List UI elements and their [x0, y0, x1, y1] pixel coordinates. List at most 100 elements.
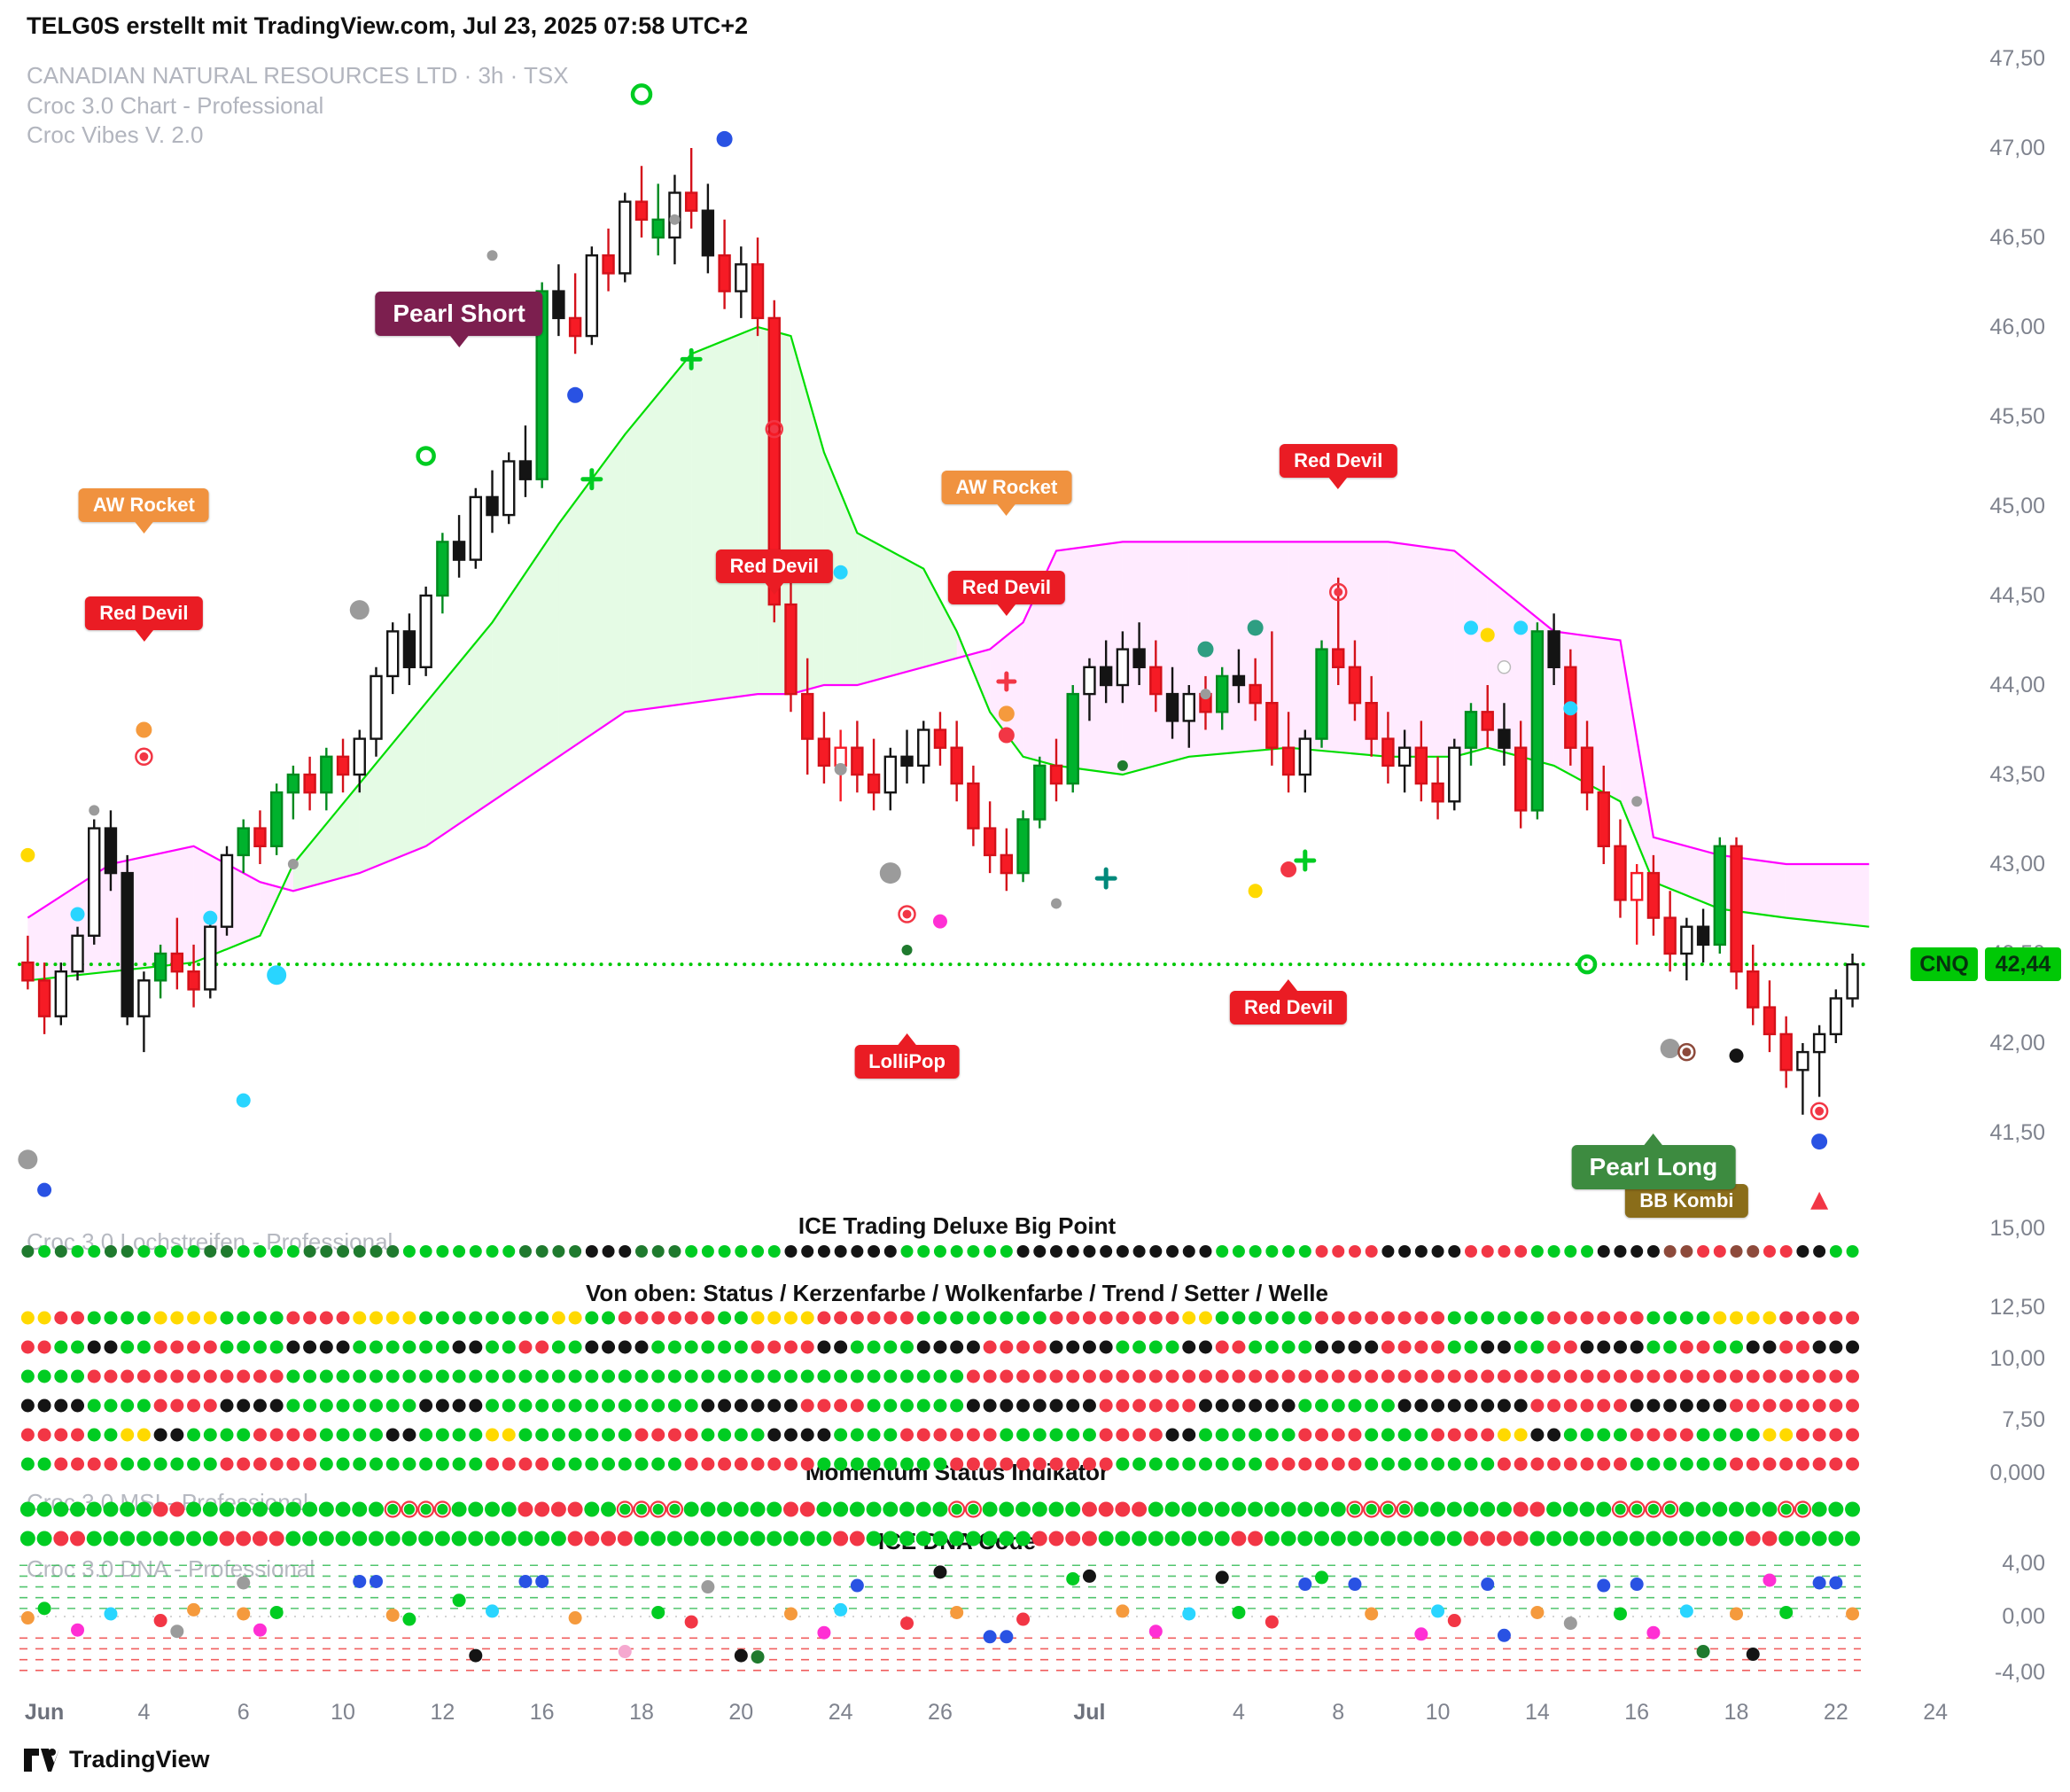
candle[interactable] [1779, 1016, 1793, 1088]
candle[interactable] [1414, 721, 1428, 802]
candle[interactable] [1033, 756, 1047, 829]
candle[interactable] [153, 944, 167, 999]
candle[interactable] [1215, 666, 1229, 730]
candle[interactable] [286, 765, 300, 820]
candle[interactable] [851, 721, 864, 793]
candle[interactable] [900, 729, 914, 784]
candle[interactable] [237, 819, 250, 874]
candle[interactable] [1281, 712, 1296, 793]
candle[interactable] [220, 845, 234, 936]
candle[interactable] [37, 962, 51, 1034]
candle[interactable] [1000, 828, 1014, 892]
candle[interactable] [883, 747, 897, 811]
candle[interactable] [1381, 712, 1395, 784]
candle[interactable] [701, 183, 715, 274]
candle[interactable] [21, 935, 35, 990]
candle[interactable] [1132, 622, 1146, 685]
candle[interactable] [1829, 989, 1843, 1043]
candle[interactable] [1547, 613, 1560, 685]
candle[interactable] [88, 819, 101, 945]
candle[interactable] [1116, 631, 1130, 704]
candle[interactable] [370, 666, 383, 757]
candle[interactable] [1315, 640, 1328, 748]
candle[interactable] [867, 738, 881, 811]
candle[interactable] [817, 712, 831, 784]
candle[interactable] [1846, 954, 1859, 1008]
candle[interactable] [1464, 703, 1478, 766]
candle[interactable] [983, 801, 997, 874]
candle[interactable] [54, 962, 67, 1025]
candle[interactable] [419, 586, 432, 676]
candle[interactable] [1713, 837, 1727, 954]
candle[interactable] [1530, 622, 1545, 820]
candle[interactable] [1066, 685, 1079, 793]
candle[interactable] [1083, 658, 1096, 721]
candle[interactable] [518, 425, 533, 497]
candle[interactable] [619, 192, 632, 283]
candle[interactable] [1630, 864, 1644, 945]
candle[interactable] [353, 729, 366, 793]
candle[interactable] [71, 926, 84, 981]
candle[interactable] [253, 810, 267, 864]
candle[interactable] [502, 452, 516, 525]
candle[interactable] [1730, 837, 1743, 990]
candle[interactable] [104, 810, 118, 892]
candle[interactable] [303, 756, 316, 811]
candle[interactable] [1763, 980, 1777, 1053]
candle[interactable] [436, 533, 449, 614]
candle[interactable] [1812, 1025, 1826, 1097]
candle[interactable] [1747, 944, 1760, 1025]
candle[interactable] [1099, 640, 1113, 704]
candle[interactable] [634, 166, 649, 238]
candle[interactable] [1614, 819, 1627, 918]
candle[interactable] [170, 917, 184, 990]
candle[interactable] [1298, 729, 1312, 793]
candle[interactable] [452, 515, 466, 578]
candle[interactable] [933, 712, 947, 766]
candle[interactable] [1431, 756, 1444, 820]
candle[interactable] [801, 658, 814, 775]
candle[interactable] [552, 264, 565, 337]
candle[interactable] [187, 944, 200, 1008]
candle[interactable] [1182, 685, 1195, 748]
candle[interactable] [386, 622, 400, 695]
candle[interactable] [320, 747, 333, 811]
candle[interactable] [1232, 649, 1246, 704]
candle[interactable] [121, 854, 134, 1025]
candle[interactable] [1680, 917, 1693, 981]
candle[interactable] [684, 148, 698, 229]
candle[interactable] [1016, 810, 1030, 883]
candle[interactable] [486, 470, 499, 534]
candle[interactable] [585, 246, 599, 346]
candle[interactable] [1348, 640, 1362, 721]
candle[interactable] [137, 971, 151, 1053]
candle[interactable] [735, 246, 748, 318]
candle[interactable] [1663, 891, 1677, 972]
candle[interactable] [718, 219, 731, 309]
candle[interactable] [784, 559, 798, 713]
candle[interactable] [1049, 738, 1063, 802]
candle[interactable] [1646, 854, 1661, 936]
candle[interactable] [469, 487, 482, 569]
candle[interactable] [1265, 631, 1279, 766]
candle[interactable] [336, 738, 350, 793]
candle[interactable] [1498, 703, 1511, 766]
candle[interactable] [269, 783, 284, 855]
candle[interactable] [204, 917, 217, 999]
candle[interactable] [950, 721, 963, 802]
candle[interactable] [1514, 721, 1528, 829]
candle[interactable] [751, 238, 765, 337]
candle[interactable] [1149, 640, 1163, 713]
candle[interactable] [1397, 729, 1412, 793]
candle[interactable] [1580, 721, 1594, 811]
candle[interactable] [917, 721, 930, 784]
candle[interactable] [602, 228, 615, 292]
candle[interactable] [967, 765, 980, 846]
candle[interactable] [568, 273, 582, 355]
candle[interactable] [651, 183, 665, 256]
candle[interactable] [1696, 908, 1710, 963]
candle[interactable] [1165, 666, 1179, 739]
candle[interactable] [1597, 765, 1610, 864]
candle[interactable] [1365, 675, 1378, 757]
